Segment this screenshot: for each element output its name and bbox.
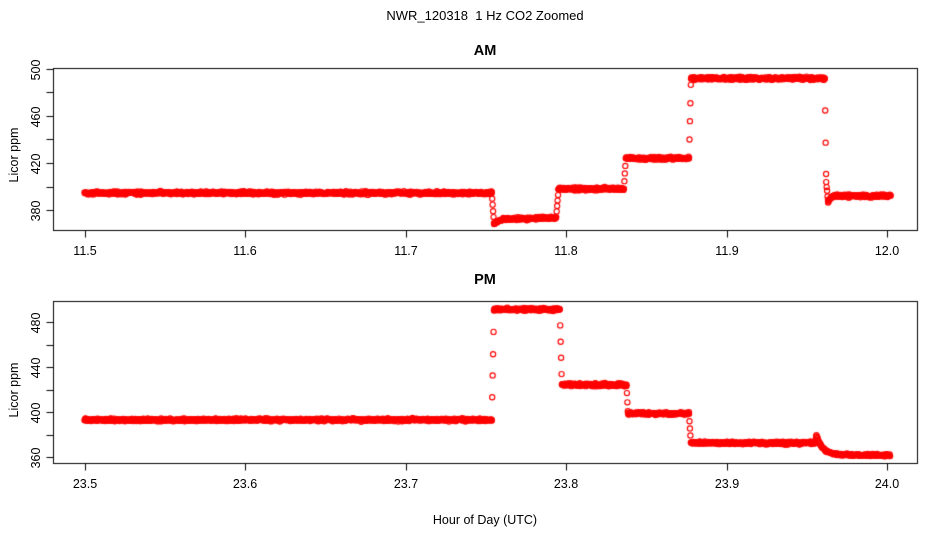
figure-title: NWR_120318 1 Hz CO2 Zoomed [386,8,584,23]
am-panel-title: AM [473,43,497,59]
x-tick-label: 12.0 [874,244,900,258]
y-tick-label: 360 [29,447,43,468]
x-tick-label: 11.9 [715,244,739,258]
x-tick-label: 23.9 [714,477,740,491]
x-tick-label: 23.8 [553,477,579,491]
pm-panel-title: PM [474,272,496,288]
y-tick-label: 480 [29,312,43,333]
x-tick-label: 11.8 [554,244,578,258]
x-tick-label: 23.7 [393,477,419,491]
y-tick-label: 420 [29,153,43,174]
y-tick-label: 500 [29,59,43,80]
x-tick-label: 23.5 [72,477,98,491]
x-tick-label: 24.0 [874,477,900,491]
x-axis-label: Hour of Day (UTC) [432,513,538,527]
x-tick-label: 11.7 [394,244,418,258]
x-tick-label: 11.6 [233,244,257,258]
am-y-axis-label: Licor ppm [7,127,21,183]
y-tick-label: 400 [29,402,43,423]
y-tick-label: 460 [29,106,43,127]
pm-y-axis-label: Licor ppm [7,362,21,418]
y-tick-label: 380 [29,200,43,221]
x-tick-label: 23.6 [232,477,258,491]
y-tick-label: 440 [29,357,43,378]
x-tick-label: 11.5 [73,244,97,258]
